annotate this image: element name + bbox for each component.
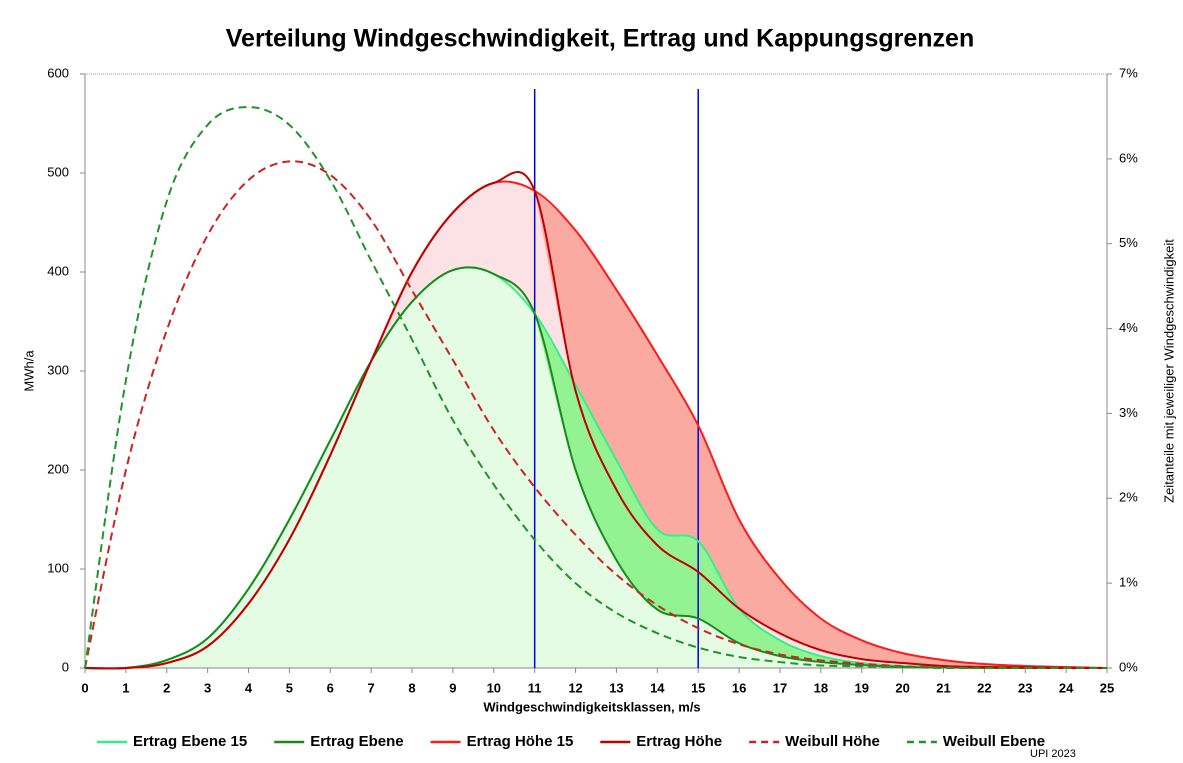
y-tick-label: 300 (47, 362, 69, 377)
x-tick-label: 15 (691, 680, 705, 695)
y2-tick-label: 0% (1119, 659, 1138, 674)
legend-label: Ertrag Ebene 15 (133, 733, 247, 750)
legend-label: Weibull Ebene (943, 733, 1045, 750)
legend-label: Ertrag Höhe (636, 733, 722, 750)
y2-tick-label: 1% (1119, 575, 1138, 590)
x-tick-label: 10 (487, 680, 501, 695)
x-tick-label: 14 (650, 680, 665, 695)
x-tick-label: 8 (408, 680, 415, 695)
y-tick-label: 600 (47, 65, 69, 80)
x-tick-label: 7 (368, 680, 375, 695)
y2-tick-label: 7% (1119, 65, 1138, 80)
x-tick-label: 23 (1018, 680, 1032, 695)
y2-tick-label: 3% (1119, 405, 1138, 420)
y-tick-label: 200 (47, 461, 69, 476)
x-tick-label: 1 (122, 680, 129, 695)
x-tick-label: 22 (977, 680, 991, 695)
x-tick-label: 18 (814, 680, 828, 695)
legend-label: Ertrag Höhe 15 (467, 733, 574, 750)
annotation: UPI 2023 (1030, 748, 1076, 760)
x-tick-label: 24 (1059, 680, 1074, 695)
x-tick-label: 13 (609, 680, 623, 695)
y-axis-label: MWh/a (21, 350, 36, 392)
x-tick-label: 20 (895, 680, 909, 695)
x-tick-label: 16 (732, 680, 746, 695)
legend-label: Weibull Höhe (785, 733, 880, 750)
x-tick-label: 12 (568, 680, 582, 695)
x-tick-label: 5 (286, 680, 293, 695)
x-axis-label: Windgeschwindigkeitsklassen, m/s (483, 699, 700, 714)
x-tick-label: 3 (204, 680, 211, 695)
y2-axis-label: Zeitanteile mit jeweiliger Windgeschwind… (1161, 239, 1176, 503)
series-line (84, 171, 1108, 670)
y-tick-label: 500 (47, 164, 69, 179)
x-tick-label: 25 (1100, 680, 1114, 695)
chart-title: Verteilung Windgeschwindigkeit, Ertrag u… (226, 25, 974, 53)
y2-tick-label: 6% (1119, 150, 1138, 165)
y-tick-label: 100 (47, 560, 69, 575)
legend-label: Ertrag Ebene (310, 733, 403, 750)
x-tick-label: 21 (936, 680, 950, 695)
x-tick-label: 4 (245, 680, 253, 695)
x-tick-label: 9 (449, 680, 456, 695)
x-tick-label: 17 (773, 680, 787, 695)
y-tick-label: 400 (47, 263, 69, 278)
x-tick-label: 11 (528, 680, 542, 695)
y2-tick-label: 5% (1119, 235, 1138, 250)
y2-tick-label: 2% (1119, 490, 1138, 505)
x-tick-label: 19 (854, 680, 868, 695)
x-tick-label: 6 (327, 680, 334, 695)
y-tick-label: 0 (62, 659, 69, 674)
x-tick-label: 2 (163, 680, 170, 695)
y2-tick-label: 4% (1119, 320, 1138, 335)
x-tick-label: 0 (81, 680, 88, 695)
band-fill (534, 313, 1107, 669)
